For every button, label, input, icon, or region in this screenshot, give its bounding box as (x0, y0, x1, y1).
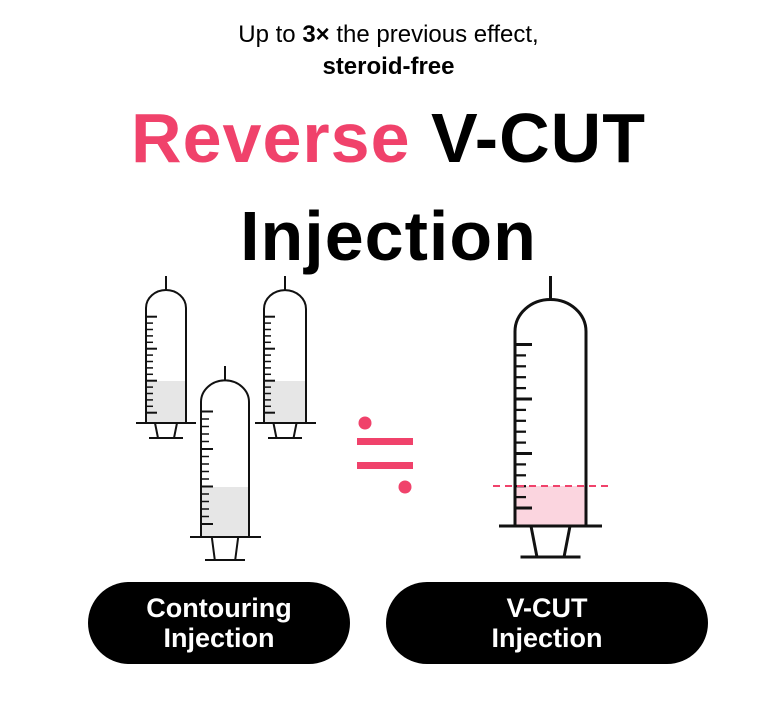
vcut-injection-label: V-CUT Injection (386, 582, 708, 664)
syringe-icon (136, 276, 196, 439)
subtitle-suffix: the previous effect, (329, 21, 539, 48)
syringe-icon (499, 276, 602, 559)
subtitle-prefix: Up to (238, 21, 303, 48)
syringe-fill (146, 381, 186, 423)
label-line: Contouring (146, 593, 292, 623)
title-black: V-CUT (410, 99, 646, 177)
approximately-equal-icon (357, 416, 413, 494)
syringe-icon (190, 366, 261, 561)
title-line2: Injection (240, 197, 537, 275)
syringe-fill (264, 381, 306, 423)
title-line1: Reverse V-CUT (0, 98, 777, 178)
subtitle-line2: steroid-free (322, 53, 455, 80)
label-line: V-CUT (506, 593, 588, 623)
label-line: Injection (163, 623, 275, 653)
syringe-icon (255, 276, 316, 439)
label-line: Injection (491, 623, 603, 653)
syringe-fill (515, 486, 586, 526)
contouring-injection-label: Contouring Injection (88, 582, 350, 664)
title-pink: Reverse (131, 99, 411, 177)
subtitle-bold: 3× (302, 21, 330, 48)
subtitle: Up to 3× the previous effect, (0, 20, 777, 50)
syringe-fill (201, 487, 249, 537)
